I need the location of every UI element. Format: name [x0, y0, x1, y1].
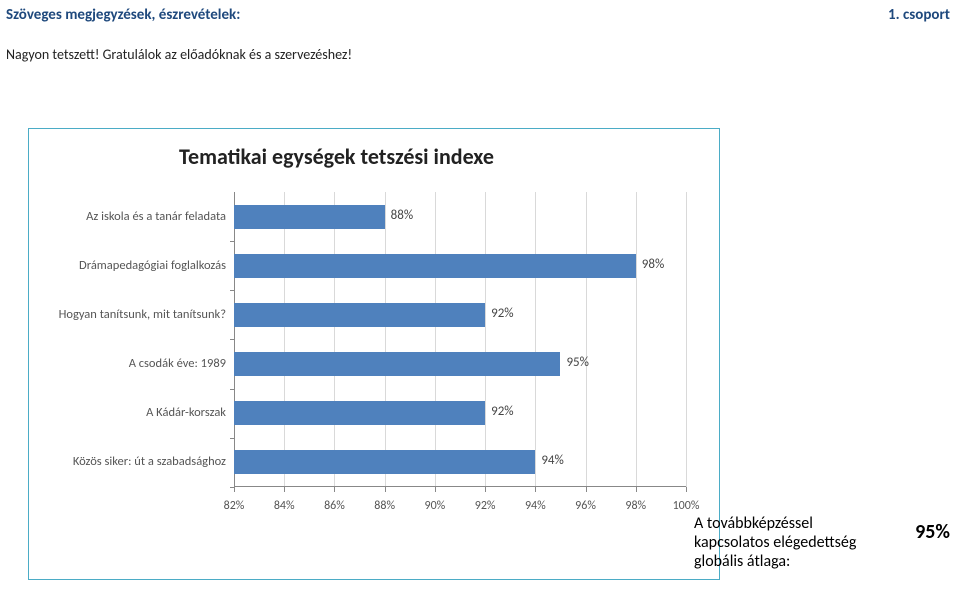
chart-bar — [234, 303, 485, 327]
chart-title: Tematikai egységek tetszési indexe — [29, 129, 719, 192]
chart-x-tick — [435, 487, 436, 492]
chart-x-tick — [586, 487, 587, 492]
chart-x-tick-label: 98% — [625, 499, 646, 513]
chart-category-label: Közös siker: út a szabadsághoz — [26, 455, 226, 469]
chart-y-tick — [230, 487, 234, 488]
page: Szöveges megjegyzések, észrevételek: 1. … — [0, 0, 960, 601]
chart-bar — [234, 352, 560, 376]
chart-x-tick-label: 94% — [525, 499, 546, 513]
chart-x-tick-label: 100% — [673, 499, 700, 513]
chart-x-tick — [385, 487, 386, 492]
chart-x-tick-label: 86% — [324, 499, 345, 513]
chart-gridline — [686, 192, 687, 487]
chart-row: A csodák éve: 198995% — [234, 340, 686, 389]
chart-x-tick-label: 82% — [224, 499, 245, 513]
chart-x-tick-label: 90% — [425, 499, 446, 513]
chart-x-tick — [284, 487, 285, 492]
chart-row: Drámapedagógiai foglalkozás98% — [234, 241, 686, 290]
chart-value-label: 95% — [566, 355, 588, 370]
chart-container: Tematikai egységek tetszési indexe 82% 84… — [28, 128, 720, 580]
chart-x-tick — [636, 487, 637, 492]
chart-bar — [234, 205, 385, 229]
chart-category-label: Az iskola és a tanár feladata — [26, 209, 226, 223]
chart-category-label: A Kádár-korszak — [26, 406, 226, 420]
chart-x-tick-label: 96% — [575, 499, 596, 513]
global-average-label: A továbbképzéssel kapcsolatos elégedetts… — [694, 514, 864, 571]
chart-x-tick-label: 84% — [274, 499, 295, 513]
chart-value-label: 94% — [541, 453, 563, 468]
chart-bar — [234, 254, 636, 278]
chart-row: Az iskola és a tanár feladata88% — [234, 192, 686, 241]
chart-x-tick — [334, 487, 335, 492]
chart-row: Közös siker: út a szabadsághoz94% — [234, 438, 686, 487]
chart-value-label: 92% — [491, 404, 513, 419]
chart-x-tick — [485, 487, 486, 492]
chart-value-label: 88% — [391, 208, 413, 223]
chart-x-tick — [234, 487, 235, 492]
global-average-box: A továbbképzéssel kapcsolatos elégedetts… — [694, 514, 914, 571]
page-subtitle: Nagyon tetszett! Gratulálok az előadókna… — [6, 46, 352, 63]
page-heading-left: Szöveges megjegyzések, észrevételek: — [6, 6, 240, 24]
chart-x-tick — [535, 487, 536, 492]
chart-category-label: A csodák éve: 1989 — [26, 357, 226, 371]
chart-value-label: 98% — [642, 257, 664, 272]
chart-row: A Kádár-korszak92% — [234, 389, 686, 438]
chart-category-label: Drámapedagógiai foglalkozás — [26, 259, 226, 273]
chart-bar — [234, 450, 535, 474]
chart-value-label: 92% — [491, 306, 513, 321]
chart-category-label: Hogyan tanítsunk, mit tanítsunk? — [26, 308, 226, 322]
chart-x-tick-label: 92% — [475, 499, 496, 513]
chart-plot-area: 82%84%86%88%90%92%94%96%98%100%Az iskola… — [234, 192, 686, 527]
page-heading-right: 1. csoport — [888, 6, 950, 24]
chart-bar — [234, 401, 485, 425]
chart-x-tick — [686, 487, 687, 492]
chart-row: Hogyan tanítsunk, mit tanítsunk?92% — [234, 290, 686, 339]
chart-x-tick-label: 88% — [374, 499, 395, 513]
global-average-value: 95% — [915, 520, 950, 544]
